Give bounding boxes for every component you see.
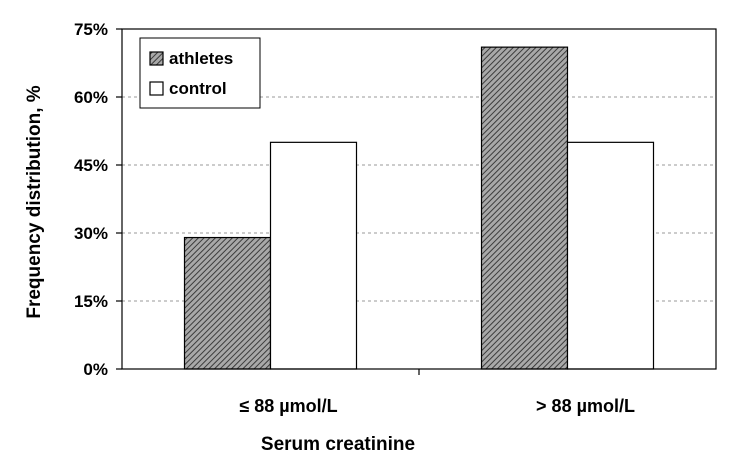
y-tick-label: 45% [74,156,108,175]
legend-label-control: control [169,79,227,98]
x-category-label: ≤ 88 µmol/L [239,396,337,416]
y-tick-label: 15% [74,292,108,311]
legend-swatch-control [149,81,164,96]
bar-athletes-0 [183,236,272,370]
y-tick-label: 60% [74,88,108,107]
legend-label-athletes: athletes [169,49,233,68]
y-tick-label: 30% [74,224,108,243]
y-axis-title: Frequency distribution, % [24,85,45,318]
bar-athletes-1 [480,46,569,370]
bar-control-1 [566,141,655,370]
legend: athletes control [139,37,261,109]
y-tick-label: 75% [74,20,108,39]
axes [116,28,717,375]
y-tick-label: 0% [83,360,108,379]
bar-control-0 [269,141,358,370]
legend-swatch-athletes [149,51,164,66]
x-axis-title: Serum creatinine [261,434,415,455]
x-category-label: > 88 µmol/L [536,396,635,416]
legend-box [139,37,261,109]
labels: 0% 15% 30% 45% 60% 75% ≤ 88 µmol/L > 88 µmol/L S… [24,20,635,455]
